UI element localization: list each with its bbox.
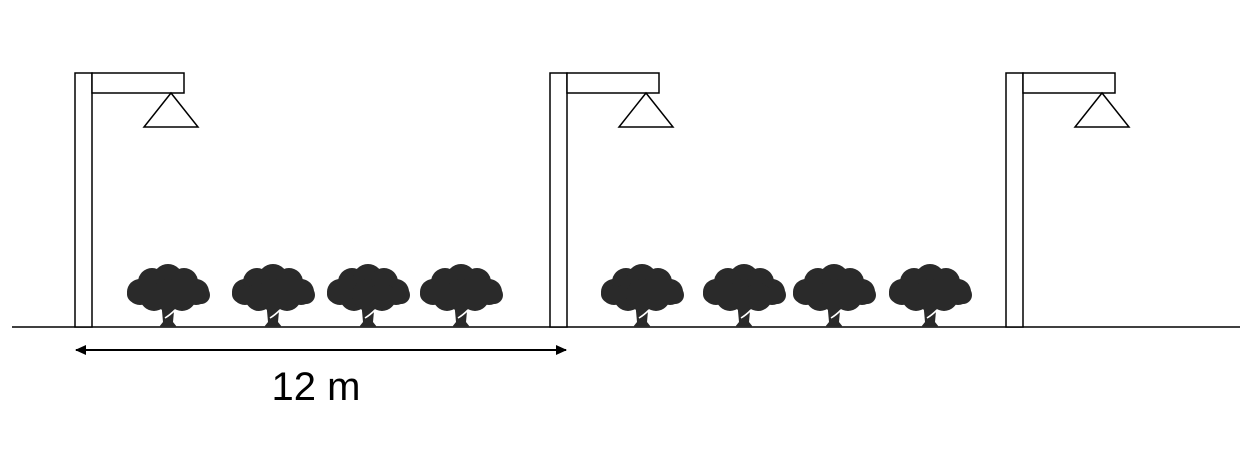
tree-4 (420, 264, 503, 327)
tree-canopy (930, 283, 958, 311)
trees (127, 264, 972, 327)
lamp-pole (1005, 72, 1024, 328)
tree-highlight (830, 309, 842, 319)
tree-trunk (921, 300, 939, 327)
tree-canopy (485, 286, 503, 304)
lamp-posts (74, 72, 1131, 328)
lamp-pole (74, 72, 93, 328)
tree-canopy (127, 285, 145, 303)
tree-canopy (642, 283, 670, 311)
lamp-post-3 (1005, 72, 1131, 328)
tree-canopy (954, 286, 972, 304)
tree-canopy (889, 285, 907, 303)
tree-canopy (232, 285, 250, 303)
lamp-head-icon (142, 91, 200, 128)
tree-1 (127, 264, 210, 327)
tree-trunk (633, 300, 651, 327)
tree-7 (793, 264, 876, 327)
tree-canopy (858, 286, 876, 304)
tree-8 (889, 264, 972, 327)
tree-highlight (740, 309, 752, 319)
tree-6 (703, 264, 786, 327)
tree-highlight (364, 309, 376, 319)
tree-canopy (297, 286, 315, 304)
tree-canopy (461, 283, 489, 311)
tree-highlight (269, 309, 281, 319)
tree-canopy (327, 285, 345, 303)
tree-canopy (368, 283, 396, 311)
tree-canopy (192, 286, 210, 304)
tree-canopy (768, 286, 786, 304)
tree-trunk (264, 300, 282, 327)
tree-trunk (825, 300, 843, 327)
lamp-arm (91, 72, 185, 94)
lamp-post-2 (549, 72, 675, 328)
tree-canopy (168, 283, 196, 311)
lamp-arm (1022, 72, 1116, 94)
tree-canopy (392, 286, 410, 304)
tree-trunk (159, 300, 177, 327)
tree-highlight (638, 309, 650, 319)
lamp-arm (566, 72, 660, 94)
tree-highlight (457, 309, 469, 319)
tree-3 (327, 264, 410, 327)
tree-canopy (666, 286, 684, 304)
tree-canopy (744, 283, 772, 311)
tree-canopy (420, 285, 438, 303)
lamp-pole (549, 72, 568, 328)
tree-highlight (164, 309, 176, 319)
lamp-head-icon (617, 91, 675, 128)
tree-trunk (452, 300, 470, 327)
tree-5 (601, 264, 684, 327)
tree-canopy (273, 283, 301, 311)
tree-canopy (793, 285, 811, 303)
dimension-label: 12 m (272, 365, 361, 409)
tree-trunk (735, 300, 753, 327)
lamp-head-icon (1073, 91, 1131, 128)
tree-trunk (359, 300, 377, 327)
tree-canopy (834, 283, 862, 311)
tree-highlight (926, 309, 938, 319)
tree-2 (232, 264, 315, 327)
tree-canopy (601, 285, 619, 303)
lamp-post-1 (74, 72, 200, 328)
tree-canopy (703, 285, 721, 303)
